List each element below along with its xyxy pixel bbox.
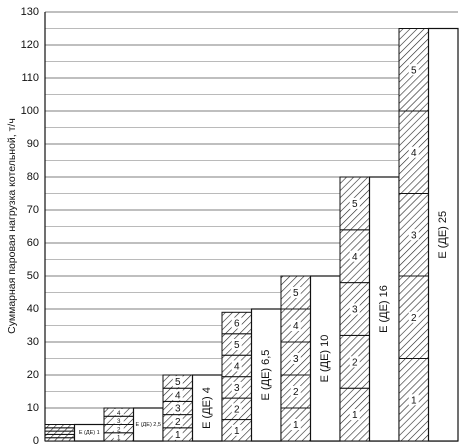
unit-label: 3 <box>352 305 358 316</box>
y-tick-label: 60 <box>27 237 39 249</box>
unit-label: 3 <box>234 383 240 394</box>
unit-label: 3 <box>411 230 417 241</box>
unit-label-box <box>172 415 183 427</box>
unit-label: 2 <box>234 404 240 415</box>
unit-label: 1 <box>411 395 417 406</box>
unit-label: 1 <box>234 426 240 437</box>
unit-label-box <box>349 197 360 209</box>
boiler-label: Е (ДЕ) 4 <box>201 387 213 429</box>
unit-label: 1 <box>352 410 358 421</box>
unit-label: 3 <box>293 354 299 365</box>
unit-label: 3 <box>175 404 181 415</box>
unit-label: 1 <box>117 435 121 442</box>
unit-label: 2 <box>352 357 358 368</box>
unit-label: 5 <box>293 288 299 299</box>
unit-label-box <box>349 356 360 368</box>
unit-label: 4 <box>352 252 358 263</box>
unit-label: 4 <box>117 410 121 417</box>
y-tick-label: 130 <box>21 6 39 18</box>
unit-label: 5 <box>411 65 417 76</box>
unit-label: 4 <box>234 362 240 373</box>
y-tick-label: 30 <box>27 336 39 348</box>
unit-label: 4 <box>411 148 417 159</box>
boiler-label: Е (ДЕ) 2,5 <box>136 422 161 428</box>
unit-label-box <box>408 64 419 76</box>
y-tick-label: 80 <box>27 171 39 183</box>
unit-label-box <box>290 386 301 397</box>
unit-label-box <box>408 394 419 406</box>
unit-label: 6 <box>234 319 240 330</box>
unit-label-box <box>408 229 419 241</box>
unit-label-box <box>113 425 124 432</box>
unit-label: 5 <box>234 340 240 351</box>
boiler-bar <box>132 407 164 442</box>
unit-label-box <box>290 353 301 364</box>
boiler-label: Е (ДЕ) 1 <box>79 430 100 436</box>
unit-label: 4 <box>293 321 299 332</box>
y-tick-label: 90 <box>27 138 39 150</box>
y-tick-label: 70 <box>27 204 39 216</box>
unit-label-box <box>349 409 360 421</box>
unit-label-box <box>290 287 301 298</box>
unit-label: 1 <box>175 430 181 441</box>
unit-label: 2 <box>293 387 299 398</box>
y-tick-label: 0 <box>33 435 39 447</box>
unit-label-box <box>349 303 360 315</box>
unit-label-box <box>408 146 419 158</box>
unit-label: 2 <box>411 313 417 324</box>
unit-label: 2 <box>117 426 121 433</box>
unit-label-box <box>408 311 419 323</box>
boiler-bar <box>427 27 459 442</box>
unit-label: 4 <box>175 390 181 401</box>
unit-label-box <box>231 381 242 393</box>
y-axis-label: Суммарная паровая нагрузка котельной, т/… <box>6 118 18 334</box>
boiler-label: Е (ДЕ) 25 <box>437 211 449 259</box>
unit-label-box <box>113 417 124 424</box>
y-tick-label: 40 <box>27 303 39 315</box>
unit-label-box <box>231 317 242 329</box>
y-tick-label: 50 <box>27 270 39 282</box>
unit-label-box <box>349 250 360 262</box>
unit-label-box <box>172 376 183 388</box>
unit-label: 2 <box>175 417 181 428</box>
unit-label-box <box>231 403 242 415</box>
boiler-label: Е (ДЕ) 6,5 <box>260 350 272 401</box>
unit-segment <box>44 424 75 429</box>
unit-segment <box>398 28 429 112</box>
y-tick-label: 110 <box>21 72 39 84</box>
unit-label: 3 <box>117 418 121 425</box>
unit-label-box <box>231 424 242 436</box>
boiler-bar <box>368 176 400 442</box>
boiler-label: Е (ДЕ) 10 <box>319 335 331 383</box>
y-tick-label: 10 <box>27 402 39 414</box>
unit-label: 1 <box>293 420 299 431</box>
unit-label-box <box>231 360 242 372</box>
unit-label-box <box>113 433 124 440</box>
y-tick-label: 100 <box>21 105 39 117</box>
unit-label-box <box>172 389 183 401</box>
y-tick-label: 120 <box>21 39 39 51</box>
unit-label-box <box>172 402 183 414</box>
unit-label-box <box>231 338 242 350</box>
unit-label: 5 <box>352 199 358 210</box>
y-tick-label: 20 <box>27 369 39 381</box>
unit-label: 5 <box>175 377 181 388</box>
unit-label-box <box>290 320 301 331</box>
unit-label-box <box>113 409 124 416</box>
unit-label-box <box>172 428 183 440</box>
unit-label-box <box>290 419 301 430</box>
boiler-label: Е (ДЕ) 16 <box>378 285 390 333</box>
